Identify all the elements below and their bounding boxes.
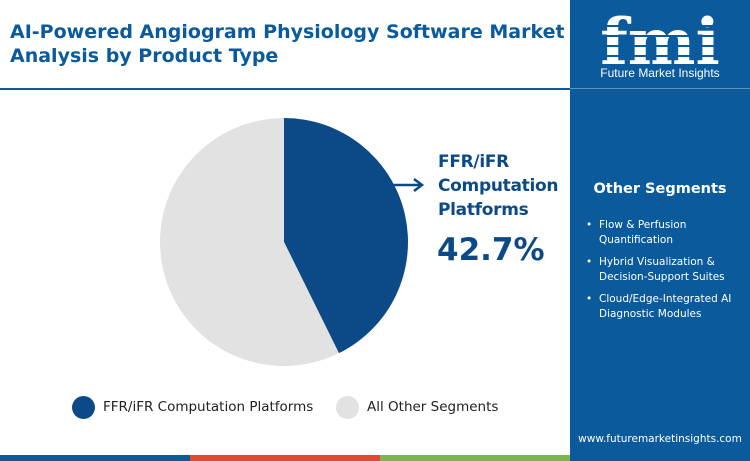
bottom-bar-segment: [190, 455, 380, 461]
bottom-bar-segment: [570, 455, 750, 461]
other-segments-title: Other Segments: [593, 181, 727, 197]
callout-arrow-icon: [392, 178, 425, 192]
chart-title: AI-Powered Angiogram Physiology Software…: [10, 21, 565, 67]
list-item: • Hybrid Visualization & Decision-Support…: [582, 255, 747, 285]
logo-tagline: Future Market Insights: [600, 66, 720, 80]
other-segments-list: • Flow & Perfusion Quantification • Hybrid…: [582, 218, 747, 329]
fmi-logo-icon: fmi: [599, 8, 721, 80]
legend-label-ffr: FFR/iFR Computation Platforms: [103, 399, 314, 415]
bullet-icon: •: [586, 293, 593, 305]
pie-chart: [159, 118, 408, 366]
bottom-bar-segment: [380, 455, 570, 461]
bullet-icon: •: [586, 219, 593, 231]
bottom-color-bar: [0, 455, 750, 461]
segment-text: Flow & Perfusion Quantification: [599, 219, 687, 246]
sidebar-divider: [570, 88, 750, 89]
segment-text: Hybrid Visualization & Decision-Support …: [599, 256, 725, 283]
title-divider: [0, 88, 570, 90]
website-link[interactable]: www.futuremarketinsights.com: [578, 433, 742, 445]
legend-item-other: All Other Segments: [336, 394, 498, 420]
bullet-icon: •: [586, 256, 593, 268]
callout-segment-value: 42.7%: [437, 232, 545, 268]
callout-segment-label: FFR/iFR Computation Platforms: [438, 152, 559, 220]
sidebar: fmi Future Market Insights Other Segment…: [570, 0, 750, 461]
list-item: • Flow & Perfusion Quantification: [582, 218, 747, 248]
segment-text: Cloud/Edge-Integrated AI Diagnostic Modu…: [599, 293, 732, 320]
legend-label-other: All Other Segments: [367, 399, 499, 415]
legend-swatch-ffr: [72, 395, 95, 419]
legend-item-ffr: FFR/iFR Computation Platforms: [72, 394, 313, 420]
pie-slice-other-segments: [159, 118, 339, 366]
logo-letters: fmi: [600, 8, 720, 80]
bottom-bar-segment: [0, 455, 190, 461]
list-item: • Cloud/Edge-Integrated AI Diagnostic Mod…: [582, 292, 747, 322]
legend-swatch-other: [336, 395, 359, 419]
pie-slice-ffr-ifr: [284, 118, 408, 354]
